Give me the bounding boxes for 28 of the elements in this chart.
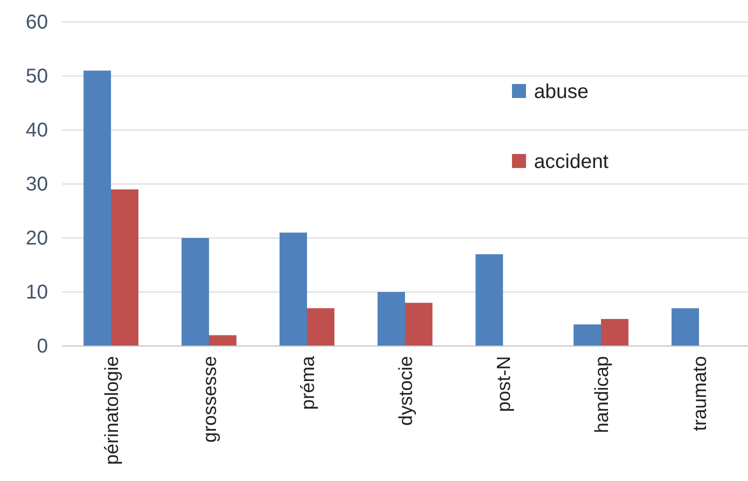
legend-label: abuse bbox=[534, 81, 588, 103]
x-tick-label: traumato bbox=[690, 356, 711, 431]
bar bbox=[280, 232, 307, 346]
bar bbox=[476, 254, 503, 346]
y-tick-label: 0 bbox=[36, 335, 48, 358]
y-tick-label: 60 bbox=[26, 11, 48, 34]
x-tick-label: périnatologie bbox=[102, 356, 123, 465]
x-tick-label: grossesse bbox=[200, 356, 221, 443]
x-tick-label: post-N bbox=[494, 356, 515, 412]
bar bbox=[672, 308, 699, 346]
legend-label: accident bbox=[534, 151, 609, 173]
y-tick-label: 20 bbox=[26, 227, 48, 250]
bar bbox=[307, 308, 334, 346]
bar bbox=[574, 324, 601, 346]
x-tick-label: préma bbox=[298, 356, 319, 410]
bar bbox=[601, 319, 628, 346]
bar bbox=[405, 302, 432, 346]
y-tick-label: 30 bbox=[26, 173, 48, 196]
y-tick-label: 50 bbox=[26, 65, 48, 88]
x-tick-label: dystocie bbox=[396, 356, 417, 426]
bar bbox=[378, 292, 405, 346]
bar bbox=[84, 70, 111, 346]
x-tick-label: handicap bbox=[592, 356, 613, 434]
bar bbox=[209, 335, 236, 346]
y-tick-label: 10 bbox=[26, 281, 48, 304]
bar bbox=[111, 189, 138, 346]
bar bbox=[182, 238, 209, 346]
y-tick-label: 40 bbox=[26, 119, 48, 142]
